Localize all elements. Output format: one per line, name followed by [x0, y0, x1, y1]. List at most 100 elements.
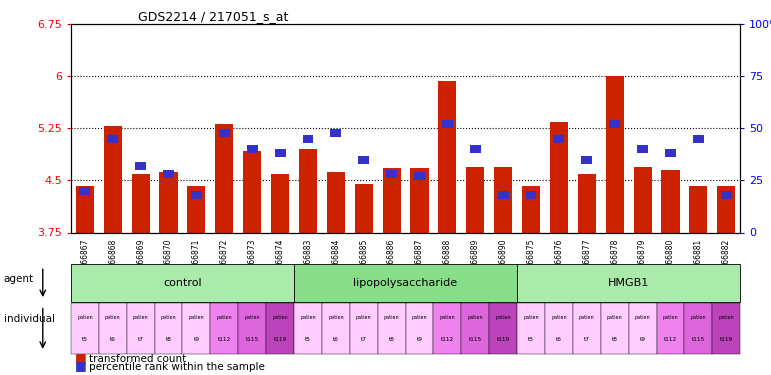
Bar: [191, 191, 202, 199]
Bar: [103, 126, 122, 232]
Text: t8: t8: [166, 338, 171, 342]
Text: t112: t112: [441, 338, 454, 342]
Text: patien: patien: [300, 315, 316, 320]
Text: patien: patien: [217, 315, 232, 320]
Bar: [79, 187, 90, 195]
Bar: [299, 149, 317, 232]
Bar: [243, 152, 261, 232]
Bar: [609, 120, 620, 128]
Bar: [414, 172, 425, 180]
Text: patien: patien: [635, 315, 651, 320]
Text: control: control: [163, 278, 202, 288]
Bar: [327, 172, 345, 232]
Text: patien: patien: [244, 315, 260, 320]
Text: t7: t7: [584, 338, 590, 342]
Text: t9: t9: [640, 338, 645, 342]
Text: t9: t9: [194, 338, 200, 342]
Bar: [581, 156, 592, 164]
Bar: [494, 166, 512, 232]
Text: patien: patien: [467, 315, 483, 320]
Text: patien: patien: [579, 315, 594, 320]
Bar: [355, 184, 373, 232]
Text: patien: patien: [160, 315, 177, 320]
Text: t8: t8: [611, 338, 618, 342]
Text: t9: t9: [416, 338, 423, 342]
Bar: [470, 145, 480, 153]
Text: individual: individual: [4, 314, 55, 324]
Bar: [693, 135, 704, 143]
Text: t115: t115: [469, 338, 482, 342]
Text: patien: patien: [662, 315, 678, 320]
Text: lipopolysaccharide: lipopolysaccharide: [353, 278, 458, 288]
Bar: [717, 186, 736, 232]
Bar: [163, 170, 174, 178]
Text: t119: t119: [719, 338, 733, 342]
Bar: [637, 145, 648, 153]
Bar: [382, 168, 401, 232]
Text: t5: t5: [82, 338, 88, 342]
Text: patien: patien: [439, 315, 455, 320]
Text: t115: t115: [692, 338, 705, 342]
Text: t119: t119: [274, 338, 287, 342]
Bar: [665, 150, 676, 158]
Bar: [359, 156, 369, 164]
Text: patien: patien: [719, 315, 734, 320]
Text: t7: t7: [361, 338, 367, 342]
Bar: [187, 186, 206, 232]
Bar: [410, 168, 429, 232]
Text: ■: ■: [75, 351, 86, 364]
Bar: [107, 135, 118, 143]
Text: percentile rank within the sample: percentile rank within the sample: [89, 362, 264, 372]
Text: patien: patien: [77, 315, 93, 320]
Text: patien: patien: [328, 315, 344, 320]
Text: HMGB1: HMGB1: [608, 278, 649, 288]
Bar: [634, 166, 651, 232]
Text: patien: patien: [133, 315, 149, 320]
Text: patien: patien: [412, 315, 427, 320]
Bar: [386, 170, 397, 178]
Text: t5: t5: [528, 338, 534, 342]
Bar: [526, 191, 537, 199]
Bar: [498, 191, 509, 199]
Bar: [721, 191, 732, 199]
Bar: [442, 120, 453, 128]
Text: t112: t112: [664, 338, 677, 342]
Text: patien: patien: [495, 315, 511, 320]
Text: GDS2214 / 217051_s_at: GDS2214 / 217051_s_at: [138, 10, 288, 23]
Text: patien: patien: [607, 315, 622, 320]
Text: patien: patien: [272, 315, 288, 320]
Bar: [219, 129, 230, 136]
Text: t119: t119: [497, 338, 510, 342]
Text: patien: patien: [384, 315, 399, 320]
Text: patien: patien: [189, 315, 204, 320]
Bar: [605, 76, 624, 232]
Bar: [135, 162, 146, 170]
Bar: [271, 174, 289, 232]
Text: t6: t6: [109, 338, 116, 342]
Text: t7: t7: [138, 338, 143, 342]
Bar: [247, 145, 258, 153]
Bar: [132, 174, 150, 232]
Bar: [302, 135, 313, 143]
Text: t5: t5: [305, 338, 311, 342]
Bar: [577, 174, 596, 232]
Bar: [466, 166, 484, 232]
Text: t6: t6: [333, 338, 338, 342]
Text: patien: patien: [524, 315, 539, 320]
Bar: [215, 124, 234, 232]
Text: patien: patien: [691, 315, 706, 320]
Bar: [331, 129, 342, 136]
Bar: [438, 81, 456, 232]
Text: t115: t115: [245, 338, 259, 342]
Bar: [76, 186, 94, 232]
Text: t8: t8: [389, 338, 395, 342]
Bar: [689, 186, 708, 232]
Text: patien: patien: [551, 315, 567, 320]
Text: ■: ■: [75, 359, 86, 372]
Text: transformed count: transformed count: [89, 354, 186, 364]
Text: patien: patien: [356, 315, 372, 320]
Bar: [160, 172, 177, 232]
Bar: [550, 122, 568, 232]
Bar: [554, 135, 564, 143]
Text: patien: patien: [105, 315, 120, 320]
